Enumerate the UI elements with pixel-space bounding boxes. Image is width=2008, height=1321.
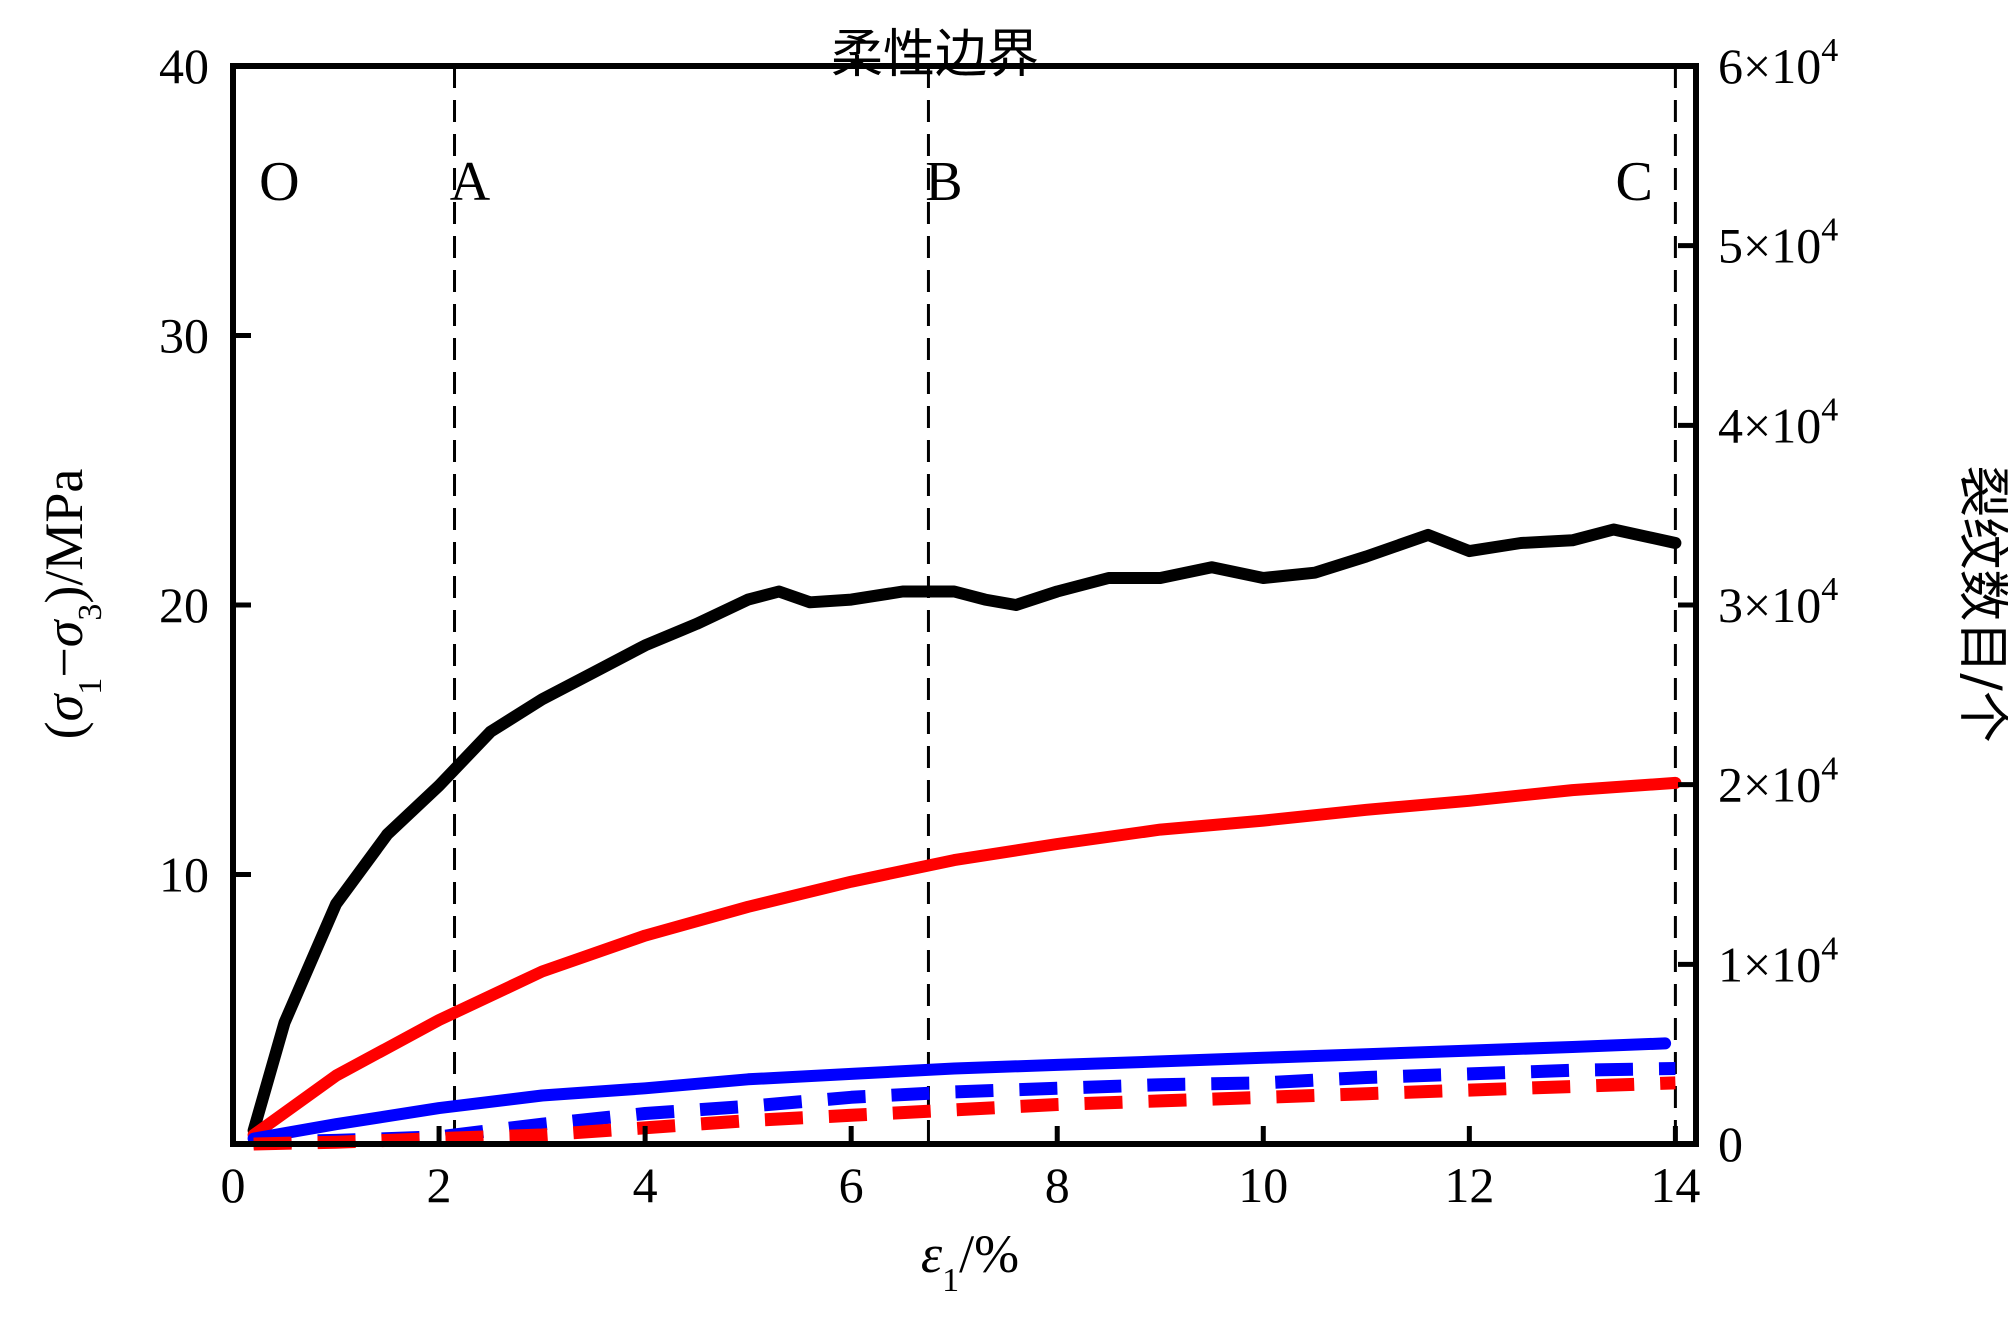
y-right-tick-label: 2×104 (1718, 751, 1838, 813)
x-axis: 0 2 4 6 8 10 12 14 (221, 1126, 1700, 1213)
x-tick-label: 14 (1650, 1157, 1700, 1213)
y-axis-left-title: (σ1−σ3)/MPa (34, 469, 109, 740)
y-tick-label: 30 (159, 308, 209, 364)
y-right-tick-label: 5×104 (1718, 212, 1838, 274)
x-tick-label: 4 (633, 1157, 658, 1213)
x-axis-title: ε1/% (921, 1224, 1019, 1299)
y-tick-label: 20 (159, 577, 209, 633)
plot-frame (230, 63, 1699, 1147)
y-tick-label: 40 (159, 38, 209, 94)
series-line-0 (247, 523, 1682, 1137)
x-tick-label: 8 (1045, 1157, 1070, 1213)
series-line-1 (247, 776, 1682, 1141)
x-tick-label: 10 (1238, 1157, 1288, 1213)
x-tick-label: 2 (427, 1157, 452, 1213)
y-right-tick-label: 1×104 (1718, 930, 1838, 992)
stage-label-O: O (259, 151, 299, 213)
y-right-tick-label: 6×104 (1718, 32, 1838, 94)
y-axis-right-title: 裂纹数目/个 (1952, 465, 2008, 743)
y-right-tick-label: 0 (1718, 1116, 1743, 1172)
x-tick-label: 12 (1444, 1157, 1494, 1213)
series-line-4 (253, 1076, 1676, 1151)
series-layer (247, 523, 1682, 1151)
stage-label-C: C (1616, 151, 1653, 213)
x-tick-label: 6 (839, 1157, 864, 1213)
y-axis-left: 10 20 30 40 (159, 38, 251, 903)
series-line-2 (247, 1037, 1672, 1145)
y-axis-right: 0 1×104 2×104 3×104 4×104 5×104 6×104 (1678, 32, 1838, 1172)
stage-label-A: A (450, 151, 491, 213)
chart-title: 柔性边界 (831, 25, 1039, 85)
x-tick-label: 0 (221, 1157, 246, 1213)
y-right-tick-label: 3×104 (1718, 571, 1838, 633)
stage-boundaries (453, 66, 1677, 1144)
y-right-tick-label: 4×104 (1718, 391, 1838, 453)
stage-label-B: B (925, 151, 962, 213)
y-tick-label: 10 (159, 847, 209, 903)
